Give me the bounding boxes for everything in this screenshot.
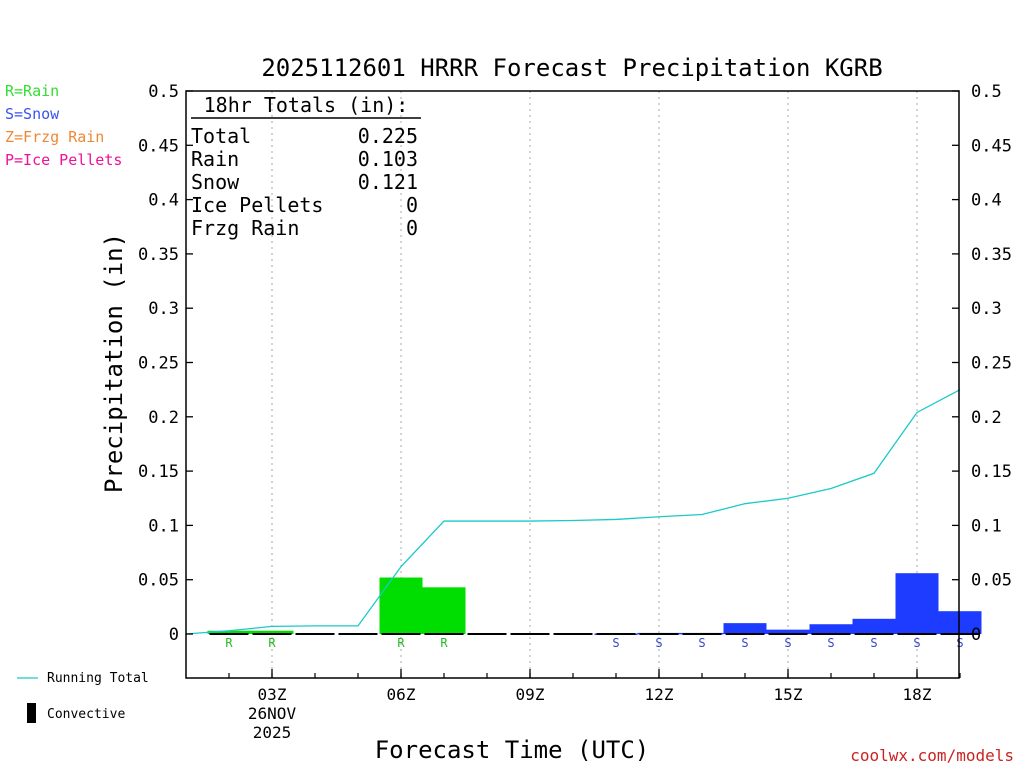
x-tick-date: 26NOV [248, 704, 297, 723]
totals-row-label: Snow [191, 170, 240, 194]
precip-type-letter: S [698, 636, 705, 650]
totals-row-label: Rain [191, 147, 239, 171]
totals-row-label: Frzg Rain [191, 216, 299, 240]
y-tick-label-right: 0.1 [971, 516, 1002, 536]
x-tick-label: 06Z [387, 685, 416, 704]
y-tick-label-right: 0.5 [971, 82, 1002, 102]
running-total-line [185, 389, 961, 635]
precip-type-letter: S [655, 636, 662, 650]
precip-bar [250, 630, 294, 634]
type-legend-item: P=Ice Pellets [5, 151, 122, 169]
y-tick-label-right: 0.05 [971, 571, 1012, 591]
type-legend-item: R=Rain [5, 82, 59, 100]
totals-row-value: 0 [406, 193, 418, 217]
x-tick-label: 03Z [258, 685, 287, 704]
y-axis: 0 00.05 0.050.1 0.10.15 0.150.2 0.20.25 0.250.… [138, 82, 1012, 645]
y-tick-label-left: 0.4 [148, 191, 179, 211]
precip-type-letter: R [440, 636, 448, 650]
y-tick-label-right: 0.45 [971, 136, 1012, 156]
y-tick-label-left: 0.25 [138, 354, 179, 374]
y-tick-label-right: 0.35 [971, 245, 1012, 265]
y-tick-label-left: 0.45 [138, 136, 179, 156]
precip-bar [207, 630, 251, 634]
precip-bar [723, 623, 767, 634]
convective-legend-label: Convective [47, 707, 125, 722]
precip-type-letter: R [225, 636, 233, 650]
y-tick-label-left: 0.3 [148, 299, 179, 319]
totals-row-value: 0 [406, 216, 418, 240]
y-axis-label: Precipitation (in) [100, 233, 128, 493]
y-tick-label-left: 0.1 [148, 516, 179, 536]
precip-type-letter: R [268, 636, 276, 650]
x-axis-label: Forecast Time (UTC) [375, 736, 650, 764]
y-tick-label-left: 0.05 [138, 571, 179, 591]
precip-bar [766, 629, 810, 634]
y-tick-label-right: 0.2 [971, 408, 1002, 428]
grid-lines [271, 91, 918, 678]
x-tick-year: 2025 [253, 723, 292, 742]
y-tick-label-left: 0.2 [148, 408, 179, 428]
precip-bar [809, 624, 853, 634]
convective-legend-swatch [27, 703, 36, 723]
running-total-legend-label: Running Total [47, 671, 149, 686]
x-tick-label: 15Z [774, 685, 803, 704]
bars-group [207, 573, 982, 635]
y-tick-label-right: 0.4 [971, 191, 1002, 211]
precip-bar [422, 587, 466, 634]
totals-row-value: 0.121 [358, 170, 418, 194]
x-tick-label: 12Z [645, 685, 674, 704]
precip-type-legend: R=Rain S=Snow Z=Frzg Rain P=Ice Pellets [5, 82, 122, 169]
y-tick-label-right: 0 [971, 625, 981, 645]
y-tick-label-right: 0.15 [971, 462, 1012, 482]
precip-type-letter: S [827, 636, 834, 650]
credit-text: coolwx.com/models [850, 746, 1014, 765]
y-tick-label-left: 0.15 [138, 462, 179, 482]
totals-row-label: Total [191, 124, 251, 148]
y-tick-label-left: 0.5 [148, 82, 179, 102]
totals-header: 18hr Totals (in): [204, 93, 409, 117]
precip-bar [852, 618, 896, 634]
y-tick-label-right: 0.25 [971, 354, 1012, 374]
y-tick-label-left: 0 [169, 625, 179, 645]
totals-row-value: 0.103 [358, 147, 418, 171]
precip-type-letter: S [612, 636, 619, 650]
totals-row-label: Ice Pellets [191, 193, 323, 217]
chart-title: 2025112601 HRRR Forecast Precipitation K… [261, 54, 882, 82]
y-tick-label-right: 0.3 [971, 299, 1002, 319]
type-legend-item: Z=Frzg Rain [5, 128, 104, 146]
precip-type-letter: S [784, 636, 791, 650]
precip-bar [938, 611, 982, 634]
x-tick-label: 18Z [903, 685, 932, 704]
bottom-legend: Running Total Convective [17, 671, 149, 723]
totals-row-value: 0.225 [358, 124, 418, 148]
type-legend-item: S=Snow [5, 105, 60, 123]
precip-type-letter: S [913, 636, 920, 650]
precip-bar [379, 577, 423, 634]
precip-type-letter: S [741, 636, 748, 650]
precip-bar [895, 573, 939, 634]
precip-type-letter: R [397, 636, 405, 650]
plot-frame [185, 90, 960, 679]
x-tick-label: 09Z [516, 685, 545, 704]
precip-type-letter: S [870, 636, 877, 650]
totals-box: 18hr Totals (in): Total 0.225 Rain 0.103 Sno… [191, 93, 421, 240]
precip-type-letter: S [956, 636, 963, 650]
y-tick-label-left: 0.35 [138, 245, 179, 265]
